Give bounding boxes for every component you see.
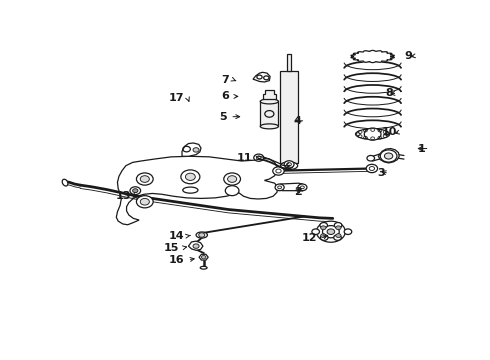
Text: 6: 6 <box>221 91 229 102</box>
Circle shape <box>312 229 319 234</box>
Polygon shape <box>199 254 208 260</box>
Circle shape <box>336 234 341 238</box>
Text: 13: 13 <box>115 191 131 201</box>
Circle shape <box>320 234 326 238</box>
Polygon shape <box>116 156 278 225</box>
Ellipse shape <box>196 232 207 238</box>
Bar <box>260 102 278 126</box>
Polygon shape <box>263 90 276 99</box>
Circle shape <box>275 184 284 191</box>
Text: 16: 16 <box>168 255 184 265</box>
Circle shape <box>327 229 335 234</box>
Circle shape <box>133 189 138 193</box>
Circle shape <box>136 195 153 208</box>
Text: 15: 15 <box>164 243 179 253</box>
Ellipse shape <box>281 162 297 170</box>
Circle shape <box>336 226 341 230</box>
Circle shape <box>193 148 199 152</box>
Circle shape <box>254 154 264 161</box>
Text: 17: 17 <box>169 93 184 103</box>
Circle shape <box>185 173 196 180</box>
Circle shape <box>320 235 328 240</box>
Ellipse shape <box>356 129 390 139</box>
Circle shape <box>334 235 342 240</box>
Circle shape <box>140 176 149 183</box>
Ellipse shape <box>260 99 278 104</box>
Circle shape <box>201 256 206 259</box>
Circle shape <box>227 176 237 183</box>
Bar <box>280 71 298 163</box>
Text: 3: 3 <box>378 168 385 179</box>
Text: 14: 14 <box>168 231 184 241</box>
Text: 1: 1 <box>418 144 426 153</box>
Circle shape <box>334 222 342 228</box>
Text: 2: 2 <box>294 186 302 197</box>
Polygon shape <box>253 72 270 82</box>
Circle shape <box>193 244 199 248</box>
Circle shape <box>136 173 153 185</box>
Circle shape <box>298 184 307 191</box>
Circle shape <box>317 221 345 242</box>
Text: 5: 5 <box>219 112 226 122</box>
Circle shape <box>344 229 352 234</box>
Circle shape <box>284 161 294 168</box>
Text: 8: 8 <box>386 88 393 98</box>
Ellipse shape <box>260 124 278 129</box>
Text: 11: 11 <box>237 153 252 163</box>
Ellipse shape <box>200 266 207 269</box>
Text: 12: 12 <box>302 233 318 243</box>
Circle shape <box>181 170 200 184</box>
Circle shape <box>199 233 205 237</box>
Polygon shape <box>182 143 201 156</box>
Text: 7: 7 <box>222 75 229 85</box>
Circle shape <box>380 150 397 162</box>
Polygon shape <box>189 241 203 250</box>
Circle shape <box>366 164 378 173</box>
Circle shape <box>225 186 239 195</box>
Polygon shape <box>378 149 399 163</box>
Circle shape <box>273 167 284 175</box>
Text: 9: 9 <box>405 51 413 61</box>
Text: 4: 4 <box>294 116 302 126</box>
Circle shape <box>364 128 381 140</box>
Polygon shape <box>351 50 394 63</box>
Ellipse shape <box>62 179 68 186</box>
Circle shape <box>320 222 327 228</box>
Circle shape <box>224 173 241 185</box>
Circle shape <box>367 156 374 161</box>
Polygon shape <box>277 183 304 191</box>
Text: 10: 10 <box>381 127 396 137</box>
Circle shape <box>140 198 149 205</box>
Circle shape <box>322 226 339 238</box>
Circle shape <box>320 226 326 230</box>
Circle shape <box>130 187 141 194</box>
Bar <box>287 54 292 71</box>
Circle shape <box>385 153 393 159</box>
Ellipse shape <box>183 187 198 193</box>
